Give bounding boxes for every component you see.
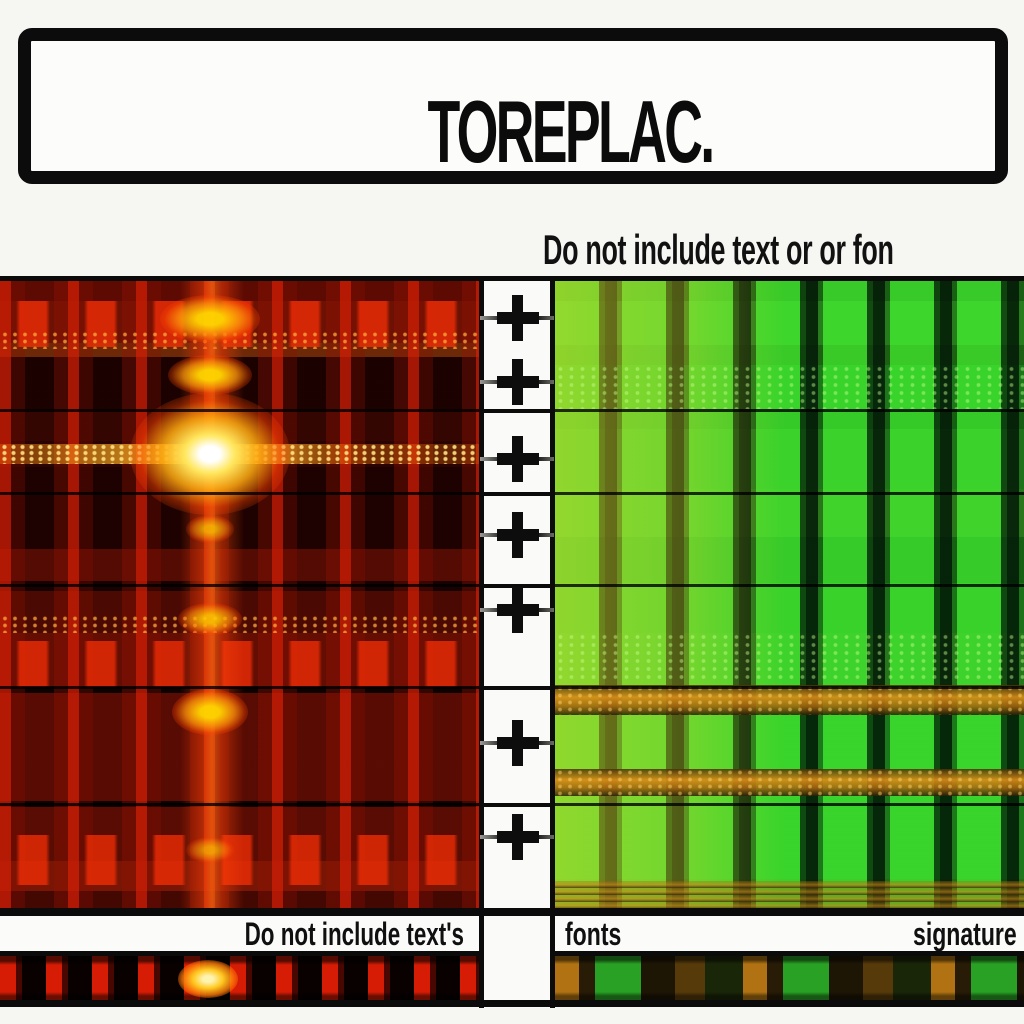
bottom-border	[0, 1000, 1024, 1007]
orange-band	[555, 769, 1024, 796]
label-underline	[555, 951, 1024, 956]
divider-cell-line	[484, 409, 550, 413]
red-heatmap-panel	[0, 281, 479, 908]
divider-cell-line	[484, 803, 550, 807]
row-boundary-line	[0, 409, 479, 412]
burst-spot	[186, 515, 234, 543]
burst-spot	[172, 689, 248, 735]
row-boundary-line	[555, 409, 1024, 412]
red-footer-strip	[0, 956, 479, 1002]
burst-spot	[178, 603, 242, 635]
marker-divider-column	[479, 281, 555, 1008]
footer-left-label-bar: Do not include text's	[0, 916, 479, 953]
label-underline	[0, 951, 479, 956]
green-dot-texture	[555, 633, 1024, 683]
title-box: TOREPLAC.	[18, 28, 1008, 184]
orange-band	[555, 685, 1024, 715]
footer-left-label: Do not include text's	[244, 916, 464, 952]
row-boundary-line	[555, 803, 1024, 806]
orange-band	[555, 881, 1024, 908]
subtitle-annotation: Do not include text or or fon	[543, 226, 894, 273]
row-boundary-line	[0, 492, 479, 495]
divider-cell-line	[484, 492, 550, 496]
burst-spot	[160, 295, 260, 343]
green-dot-texture	[555, 365, 1024, 409]
row-boundary-line	[555, 492, 1024, 495]
footer-glow-spot	[178, 960, 238, 998]
green-footer-strip	[555, 956, 1024, 1002]
panel-top-border	[0, 276, 1024, 281]
burst-spot	[186, 837, 234, 863]
row-boundary-line	[555, 584, 1024, 587]
row-boundary-line	[555, 686, 1024, 689]
figure-title: TOREPLAC.	[427, 82, 715, 181]
footer-right-label-bar: fonts signature	[555, 916, 1024, 953]
green-heatmap-panel	[555, 281, 1024, 908]
row-boundary-line	[0, 584, 479, 587]
footer-top-border	[0, 908, 1024, 916]
row-boundary-line	[0, 686, 479, 689]
fonts-label: fonts	[565, 916, 622, 952]
signature-label: signature	[913, 916, 1017, 952]
divider-cell-line	[484, 686, 550, 690]
row-boundary-line	[0, 803, 479, 806]
burst-spot	[168, 355, 252, 395]
divider-cell-line	[484, 584, 550, 588]
